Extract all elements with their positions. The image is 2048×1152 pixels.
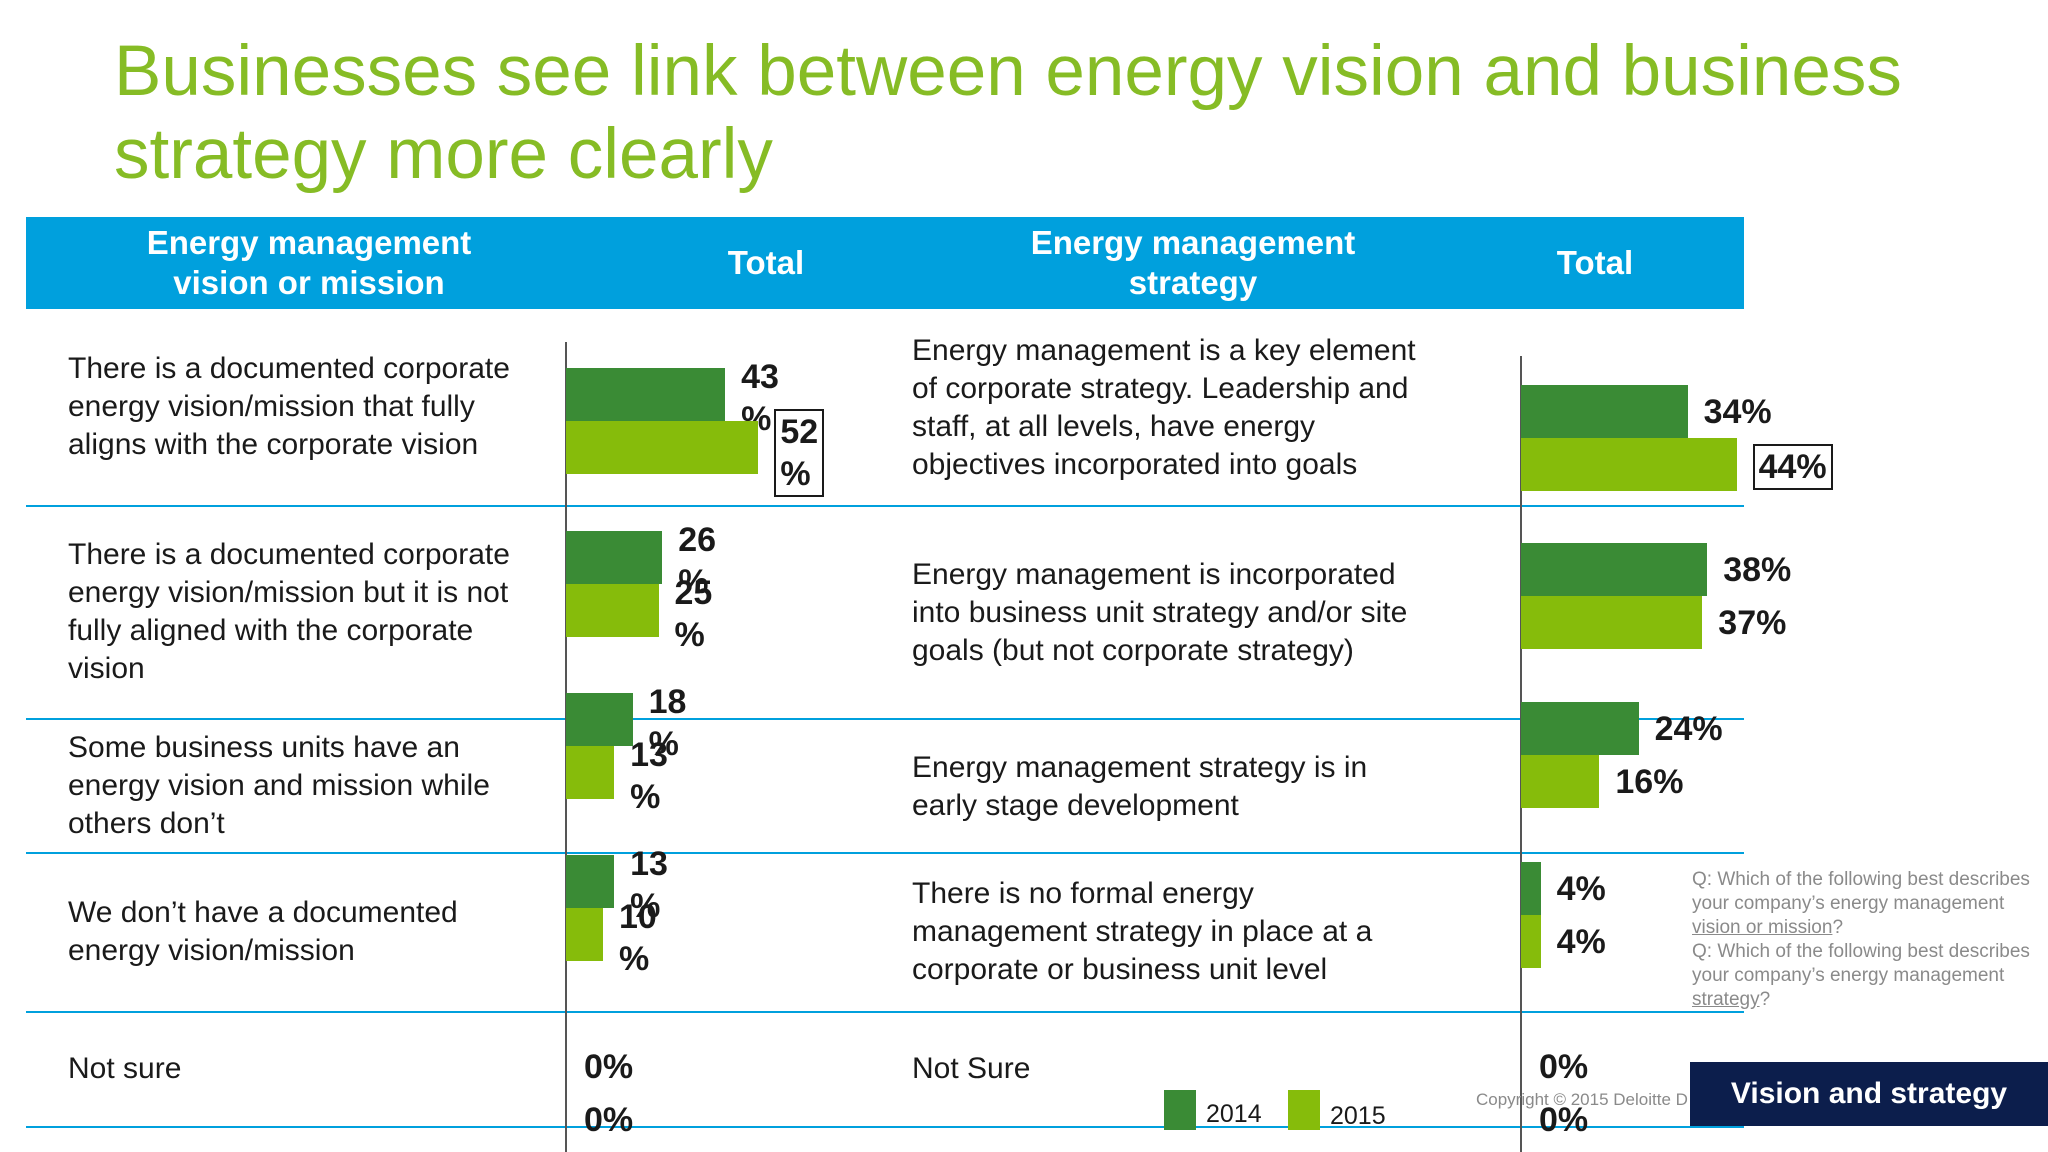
legend-label-2014: 2014 [1206, 1100, 1262, 1128]
bar-strategy-2015-row-3 [1521, 755, 1600, 808]
bar-vision-2015-row-4 [566, 908, 603, 961]
left-row-3-text: Some business units have an energy visio… [68, 731, 490, 840]
q1-suffix: ? [1832, 917, 1844, 938]
bar-vision-2014-row-1 [566, 368, 726, 421]
row-divider [26, 1011, 1744, 1013]
q1-underlined: vision or mission [1692, 917, 1833, 938]
bar-strategy-2014-row-4 [1521, 862, 1541, 915]
bar-vision-2014-row-2 [566, 531, 663, 584]
left-row-1-text: There is a documented corporate energy v… [68, 352, 510, 461]
data-label-vision-2014-row-5: 0% [584, 1048, 634, 1086]
bar-vision-2014-row-3 [566, 693, 633, 746]
bar-vision-2015-row-3 [566, 746, 615, 799]
right-row-2-text: Energy management is incorporated into b… [912, 558, 1408, 667]
row-divider [26, 852, 1744, 854]
data-label-vision-2014-row-2: 26 % [678, 521, 717, 601]
right-row-5-text: Not Sure [912, 1052, 1031, 1085]
data-label-strategy-2015-row-1: 44% [1752, 444, 1833, 490]
header-total-left: Total [727, 244, 805, 281]
right-row-4-text: There is no formal energy management str… [912, 877, 1373, 986]
header-vision-mission: Energy management vision or mission [146, 224, 472, 301]
survey-questions-note: Q: Which of the following best describes… [1692, 868, 2048, 1012]
data-label-vision-2015-row-4: 10 % [619, 898, 657, 978]
copyright: Copyright © 2015 Deloitte D [1476, 1090, 1688, 1109]
data-label-strategy-2014-row-3: 24% [1654, 710, 1723, 748]
data-label-strategy-2014-row-1: 34% [1703, 393, 1772, 431]
legend-label-2015: 2015 [1330, 1102, 1386, 1130]
section-badge: Vision and strategy [1690, 1062, 2048, 1126]
data-label-vision-2014-row-4: 13 % [630, 845, 668, 925]
bar-strategy-2014-row-3 [1521, 702, 1639, 755]
row-divider [26, 1126, 1744, 1128]
bar-strategy-2014-row-2 [1521, 543, 1708, 596]
bar-strategy-2014-row-1 [1521, 385, 1688, 438]
row-divider [26, 718, 1744, 720]
data-label-strategy-2015-row-3: 16% [1615, 763, 1684, 801]
data-label-vision-2015-row-5: 0% [584, 1101, 634, 1139]
right-row-1-text: Energy management is a key element of co… [912, 334, 1416, 481]
data-label-vision-2015-row-1: 52 % [774, 409, 825, 497]
data-label-strategy-2015-row-2: 37% [1718, 604, 1787, 642]
data-label-vision-2014-row-3: 18 % [648, 683, 687, 763]
legend-swatch-2015 [1288, 1090, 1320, 1130]
data-label-vision-2015-row-2: 25 % [674, 574, 713, 654]
left-row-2-text: There is a documented corporate energy v… [68, 538, 510, 685]
data-label-strategy-2014-row-2: 38% [1723, 551, 1792, 589]
left-row-4-text: We don’t have a documented energy vision… [68, 896, 458, 967]
bar-strategy-2015-row-2 [1521, 596, 1703, 649]
header-total-right: Total [1556, 244, 1634, 281]
data-label-vision-2015-row-3: 13 % [630, 736, 668, 816]
legend-swatch-2014 [1164, 1090, 1196, 1130]
left-row-5-text: Not sure [68, 1052, 182, 1085]
data-label-strategy-2015-row-5: 0% [1539, 1101, 1589, 1139]
data-label-strategy-2014-row-4: 4% [1556, 870, 1606, 908]
data-label-strategy-2015-row-4: 4% [1556, 923, 1606, 961]
row-divider [26, 505, 1744, 507]
q2-text: Q: Which of the following best describes… [1692, 941, 2030, 986]
bar-strategy-2015-row-1 [1521, 438, 1737, 491]
header-strategy: Energy management strategy [1030, 224, 1356, 301]
bar-strategy-2015-row-4 [1521, 915, 1541, 968]
table-header: Energy management vision or mission Tota… [26, 217, 1744, 309]
bar-vision-2014-row-4 [566, 855, 615, 908]
q1-text: Q: Which of the following best describes… [1692, 869, 2030, 914]
right-row-3-text: Energy management strategy is in early s… [912, 751, 1368, 822]
data-label-strategy-2014-row-5: 0% [1539, 1048, 1589, 1086]
q2-suffix: ? [1759, 989, 1771, 1010]
page-title: Businesses see link between energy visio… [114, 32, 1902, 194]
bar-vision-2015-row-2 [566, 584, 659, 637]
q2-underlined: strategy [1692, 989, 1760, 1010]
bar-vision-2015-row-1 [566, 421, 759, 474]
